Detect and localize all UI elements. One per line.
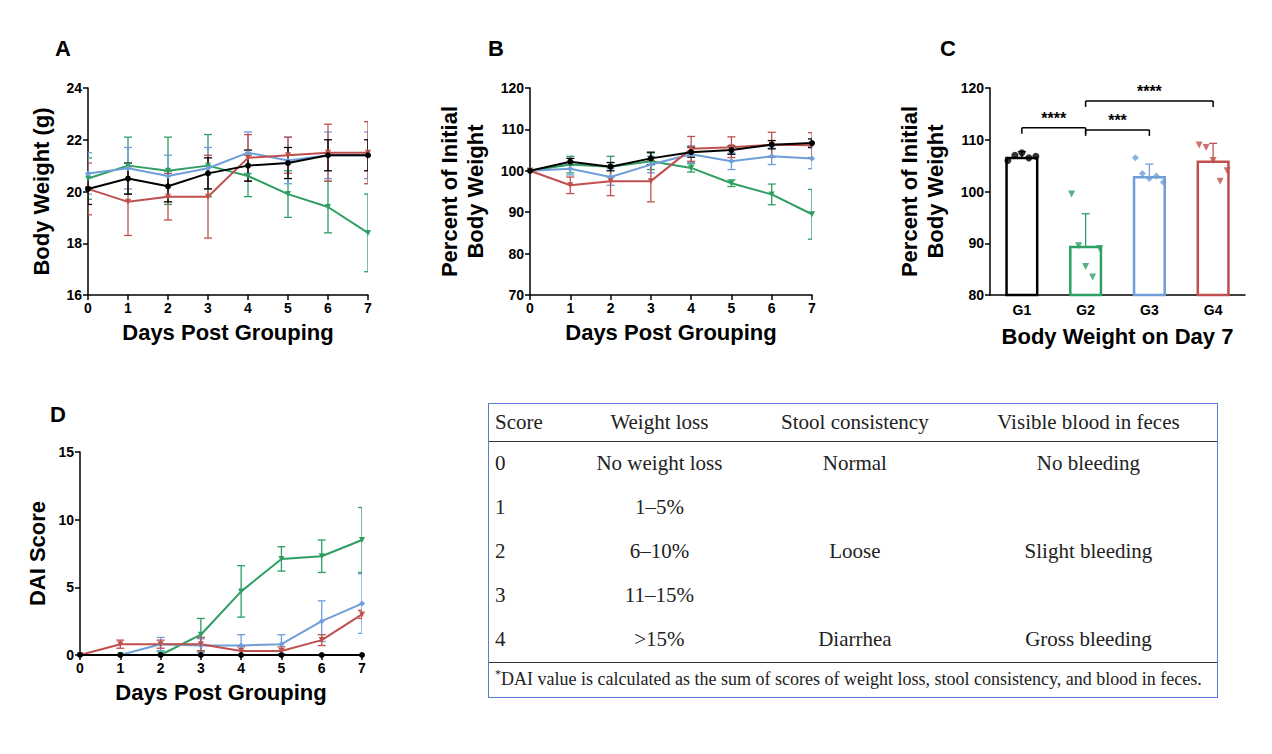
svg-text:1: 1: [116, 660, 124, 676]
svg-text:120: 120: [501, 80, 525, 96]
svg-text:Days Post Grouping: Days Post Grouping: [115, 680, 326, 705]
svg-text:80: 80: [968, 287, 984, 303]
html-text:6–10%: 6–10%: [629, 539, 690, 563]
html-text:Loose: Loose: [829, 539, 881, 563]
html-text:Visible blood in feces: Visible blood in feces: [997, 410, 1180, 434]
html-text:No bleeding: No bleeding: [1036, 451, 1141, 475]
svg-text:16: 16: [66, 287, 82, 303]
svg-text:3: 3: [197, 660, 205, 676]
html-text:*DAI value is calculated as th: *DAI value is calculated as the sum of s…: [495, 667, 1202, 689]
svg-text:****: ****: [1137, 83, 1163, 100]
svg-text:5: 5: [284, 300, 292, 316]
html-text:Diarrhea: Diarrhea: [818, 627, 892, 651]
svg-text:G4: G4: [1204, 302, 1223, 318]
svg-text:7: 7: [358, 660, 366, 676]
html-text:Normal: Normal: [822, 451, 887, 475]
html-text:>15%: >15%: [634, 627, 685, 651]
svg-text:80: 80: [508, 246, 524, 262]
html-text:4: 4: [495, 627, 506, 651]
html-text:Slight bleeding: Slight bleeding: [1024, 539, 1153, 563]
svg-text:0: 0: [526, 300, 534, 316]
svg-text:100: 100: [501, 163, 525, 179]
svg-text:18: 18: [66, 235, 82, 251]
svg-text:6: 6: [324, 300, 332, 316]
svg-text:Body Weight: Body Weight: [923, 124, 948, 259]
svg-text:120: 120: [961, 80, 985, 96]
svg-text:2: 2: [157, 660, 165, 676]
svg-text:C: C: [940, 36, 956, 61]
svg-text:70: 70: [508, 287, 524, 303]
svg-text:10: 10: [58, 512, 74, 528]
svg-text:D: D: [50, 402, 66, 427]
svg-text:G2: G2: [1076, 302, 1095, 318]
svg-text:7: 7: [364, 300, 372, 316]
svg-text:1: 1: [124, 300, 132, 316]
svg-text:2: 2: [607, 300, 615, 316]
svg-text:110: 110: [961, 132, 984, 148]
svg-text:90: 90: [968, 235, 984, 251]
svg-text:Body Weight on Day 7: Body Weight on Day 7: [1002, 324, 1234, 349]
svg-text:4: 4: [237, 660, 245, 676]
svg-text:22: 22: [66, 132, 82, 148]
html-text:2: 2: [495, 539, 506, 563]
svg-text:4: 4: [244, 300, 252, 316]
svg-text:1: 1: [566, 300, 574, 316]
svg-text:A: A: [55, 36, 71, 61]
svg-text:4: 4: [687, 300, 695, 316]
svg-text:3: 3: [204, 300, 212, 316]
html-text:No weight loss: No weight loss: [596, 451, 723, 475]
svg-text:0: 0: [84, 300, 92, 316]
svg-text:Days Post Grouping: Days Post Grouping: [122, 320, 333, 345]
svg-text:110: 110: [501, 121, 524, 137]
svg-text:B: B: [488, 36, 504, 61]
svg-text:24: 24: [66, 80, 82, 96]
svg-text:3: 3: [647, 300, 655, 316]
svg-text:***: ***: [1108, 112, 1127, 129]
html-text:Gross bleeding: Gross bleeding: [1025, 627, 1152, 651]
svg-text:Body Weight (g): Body Weight (g): [29, 107, 54, 275]
svg-text:7: 7: [808, 300, 816, 316]
html-text:11–15%: 11–15%: [624, 583, 694, 607]
svg-text:2: 2: [164, 300, 172, 316]
svg-text:Percent of Initial: Percent of Initial: [897, 106, 922, 277]
html-text:3: 3: [495, 583, 506, 607]
svg-text:20: 20: [66, 184, 82, 200]
html-text:1–5%: 1–5%: [634, 495, 684, 519]
svg-text:0: 0: [66, 647, 74, 663]
svg-text:6: 6: [318, 660, 326, 676]
svg-text:Days Post Grouping: Days Post Grouping: [565, 320, 776, 345]
svg-text:G3: G3: [1140, 302, 1159, 318]
svg-text:5: 5: [66, 579, 74, 595]
svg-text:6: 6: [768, 300, 776, 316]
svg-text:100: 100: [961, 184, 985, 200]
svg-text:5: 5: [278, 660, 286, 676]
svg-text:90: 90: [508, 204, 524, 220]
html-text:0: 0: [495, 451, 506, 475]
html-text:Score: Score: [495, 410, 543, 434]
html-text:1: 1: [495, 495, 506, 519]
svg-text:Body Weight: Body Weight: [463, 124, 488, 259]
svg-text:G1: G1: [1013, 302, 1032, 318]
svg-text:****: ****: [1041, 110, 1067, 127]
svg-text:Percent of Initial: Percent of Initial: [437, 106, 462, 277]
html-text:Weight loss: Weight loss: [610, 410, 709, 434]
html-text:Stool consistency: Stool consistency: [781, 410, 929, 434]
svg-text:15: 15: [58, 444, 74, 460]
svg-text:5: 5: [728, 300, 736, 316]
svg-text:0: 0: [76, 660, 84, 676]
svg-text:DAI Score: DAI Score: [25, 501, 50, 606]
